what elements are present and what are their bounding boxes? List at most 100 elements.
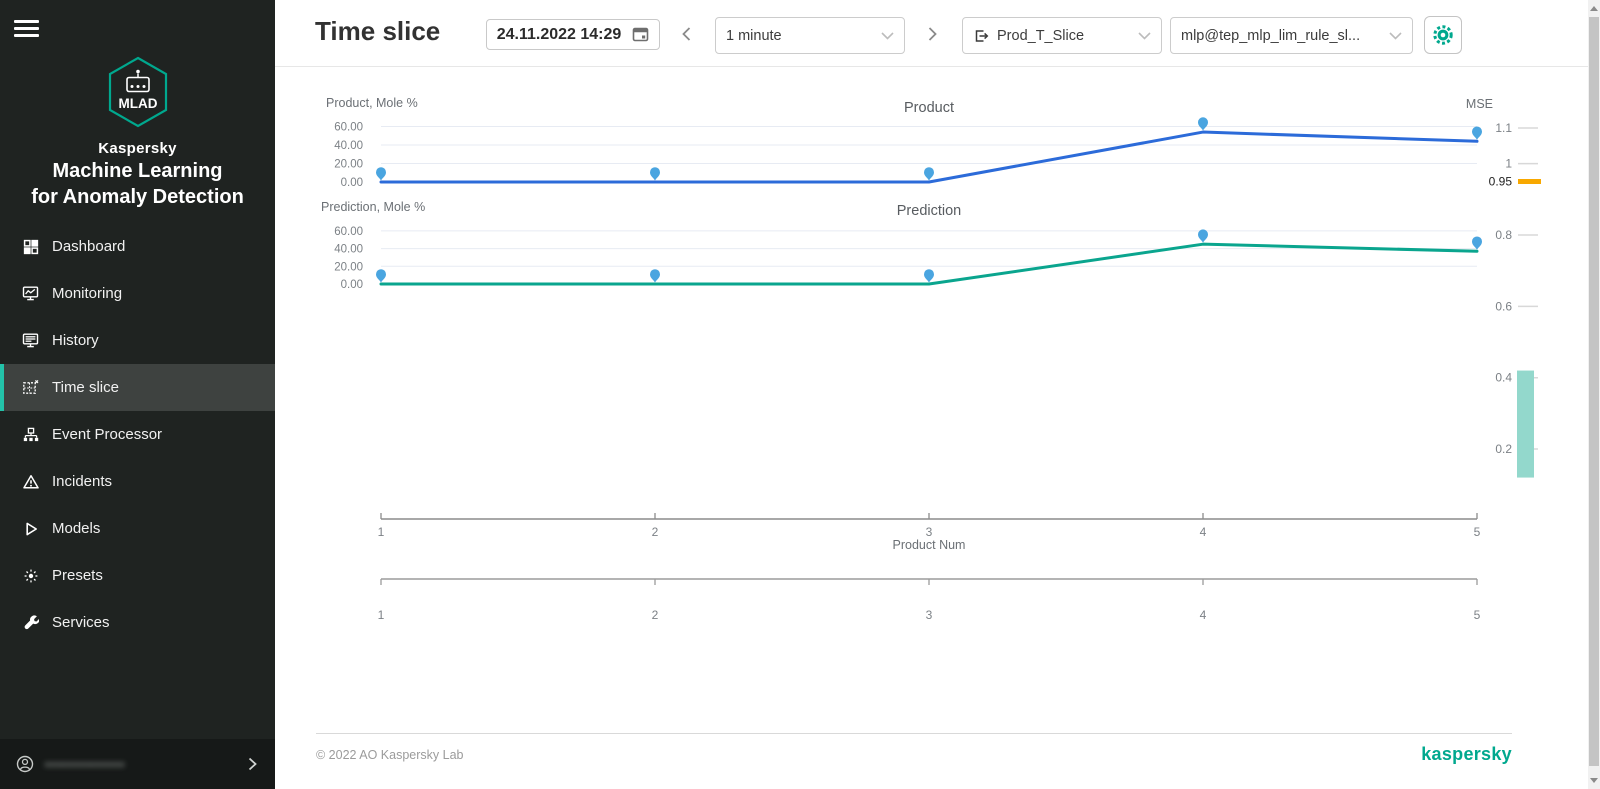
brand-name: Kaspersky [98, 140, 177, 157]
sidebar-item-label: History [52, 332, 99, 349]
mlad-hexagon-icon: MLAD [108, 56, 167, 128]
account-icon [16, 755, 34, 773]
timeslice-chart: 60.00 40.00 20.00 0.00 Product, Mole % Produc… [321, 96, 1541, 622]
model-select[interactable]: mlp@tep_mlp_lim_rule_sl... [1170, 17, 1413, 54]
topbar: Time slice 24.11.2022 14:29 1 minute [275, 0, 1588, 67]
x-axis-title: Product Num [893, 538, 966, 552]
sidebar-item-label: Models [52, 520, 101, 537]
services-icon [22, 614, 39, 631]
mse-tick-label: 0.6 [1495, 299, 1512, 313]
footer: © 2022 AO Kaspersky Lab kaspersky [316, 733, 1512, 775]
presets-icon [22, 567, 39, 584]
kaspersky-logo: kaspersky [1421, 744, 1512, 764]
event-processor-icon [22, 426, 39, 443]
chart-title: Product [904, 100, 954, 116]
chevron-right-icon [248, 757, 257, 771]
sidebar-item-models[interactable]: Models [0, 505, 275, 552]
history-icon [22, 332, 39, 349]
models-icon [22, 520, 39, 537]
incidents-icon [22, 473, 39, 490]
user-email-redacted: •••••••••••••• [45, 756, 126, 772]
monitoring-icon [22, 285, 39, 302]
sidebar-item-label: Dashboard [52, 238, 126, 255]
sidebar-item-monitoring[interactable]: Monitoring [0, 270, 275, 317]
arrow-up-icon [1590, 6, 1598, 11]
mse-tick-label: 0.8 [1495, 228, 1512, 242]
slice-select[interactable]: Prod_T_Slice [962, 17, 1162, 54]
chevron-down-icon [1389, 31, 1402, 40]
mse-tick-label: 1.1 [1495, 121, 1512, 135]
sidebar-item-label: Presets [52, 567, 103, 584]
sidebar-item-incidents[interactable]: Incidents [0, 458, 275, 505]
main-content: Time slice 24.11.2022 14:29 1 minute [275, 0, 1588, 789]
svg-text:MLAD: MLAD [118, 96, 157, 111]
prev-slice-button[interactable] [681, 26, 695, 42]
datetime-input[interactable]: 24.11.2022 14:29 [486, 19, 660, 50]
user-account-bar[interactable]: •••••••••••••• [0, 739, 275, 789]
product-title-line2: for Anomaly Detection [31, 186, 244, 208]
interval-value: 1 minute [726, 27, 782, 44]
y-axis-title: Product, Mole % [326, 96, 418, 110]
model-value: mlp@tep_mlp_lim_rule_sl... [1181, 27, 1361, 44]
data-point-marker[interactable] [1472, 236, 1482, 250]
interval-select[interactable]: 1 minute [715, 17, 905, 54]
data-point-marker[interactable] [1472, 126, 1482, 140]
brush-axis-tick-label: 3 [926, 608, 933, 622]
x-axis-tick-label: 1 [378, 525, 385, 539]
data-point-marker[interactable] [376, 269, 386, 283]
sidebar-item-presets[interactable]: Presets [0, 552, 275, 599]
brush-axis-tick-label: 1 [378, 608, 385, 622]
mse-tick-label: 0.2 [1495, 442, 1512, 456]
sidebar: MLAD Kaspersky Machine Learning for Anom… [0, 0, 275, 789]
y-axis-tick-label: 20.00 [334, 159, 363, 171]
arrow-down-icon [1590, 778, 1598, 783]
chevron-left-icon [682, 27, 691, 41]
product-title-line1: Machine Learning [52, 160, 223, 182]
vertical-scrollbar[interactable] [1588, 0, 1600, 789]
data-point-marker[interactable] [1198, 229, 1208, 243]
settings-button[interactable] [1424, 16, 1462, 54]
menu-toggle-button[interactable] [14, 20, 39, 41]
sidebar-item-dashboard[interactable]: Dashboard [0, 223, 275, 270]
series-line-prediction [379, 242, 1479, 286]
datetime-value: 24.11.2022 14:29 [496, 25, 622, 43]
y-axis-tick-label: 0.00 [341, 279, 363, 291]
x-axis-tick-label: 3 [926, 525, 933, 539]
y-axis-tick-label: 60.00 [334, 122, 363, 134]
y-axis-tick-label: 40.00 [334, 140, 363, 152]
chevron-down-icon [881, 31, 894, 40]
x-axis-tick-label: 5 [1474, 525, 1481, 539]
next-slice-button[interactable] [927, 26, 941, 42]
export-slice-icon [975, 29, 989, 42]
scroll-down-button[interactable] [1588, 772, 1600, 789]
data-point-marker[interactable] [924, 269, 934, 283]
sidebar-item-label: Services [52, 614, 110, 631]
chevron-right-icon [928, 27, 937, 41]
mse-tick-label: 1 [1505, 157, 1512, 171]
copyright: © 2022 AO Kaspersky Lab [316, 747, 464, 762]
data-point-marker[interactable] [650, 167, 660, 181]
scroll-up-button[interactable] [1588, 0, 1600, 17]
data-point-marker[interactable] [376, 167, 386, 181]
x-axis-tick-label: 2 [652, 525, 659, 539]
time-slice-icon [22, 379, 39, 396]
page-title: Time slice [315, 16, 441, 46]
calendar-icon [632, 27, 649, 42]
brush-axis-tick-label: 2 [652, 608, 659, 622]
brush-axis-tick-label: 4 [1200, 608, 1207, 622]
data-point-marker[interactable] [650, 269, 660, 283]
product-logo: MLAD Kaspersky Machine Learning for Anom… [0, 56, 275, 209]
data-point-marker[interactable] [1198, 117, 1208, 131]
mse-tick-label: 0.95 [1489, 175, 1513, 189]
sidebar-item-services[interactable]: Services [0, 599, 275, 646]
scrollbar-thumb[interactable] [1589, 17, 1599, 766]
sidebar-item-label: Event Processor [52, 426, 163, 443]
sidebar-item-time-slice[interactable]: Time slice [0, 364, 275, 411]
data-point-marker[interactable] [924, 167, 934, 181]
x-axis-tick-label: 4 [1200, 525, 1207, 539]
sidebar-item-event-processor[interactable]: Event Processor [0, 411, 275, 458]
chevron-down-icon [1138, 31, 1151, 40]
sidebar-item-history[interactable]: History [0, 317, 275, 364]
mse-range-bar[interactable] [1517, 370, 1534, 478]
series-line-product [379, 130, 1479, 184]
